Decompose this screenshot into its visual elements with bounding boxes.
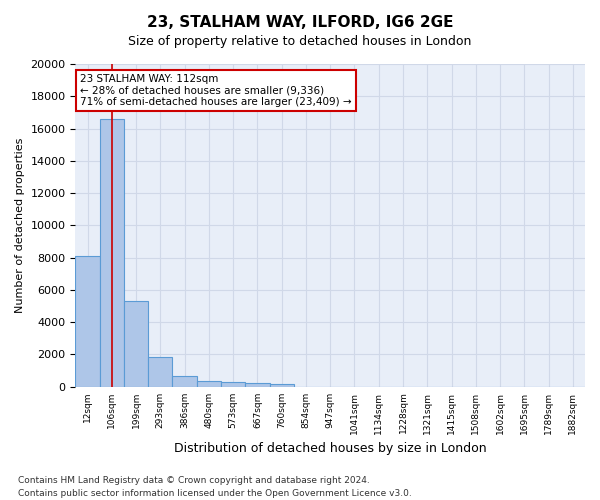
Bar	[124, 301, 148, 386]
Text: Size of property relative to detached houses in London: Size of property relative to detached ho…	[128, 35, 472, 48]
Bar	[245, 383, 269, 386]
Bar	[197, 381, 221, 386]
Bar	[269, 384, 294, 386]
Text: 23, STALHAM WAY, ILFORD, IG6 2GE: 23, STALHAM WAY, ILFORD, IG6 2GE	[147, 15, 453, 30]
Bar	[148, 357, 172, 386]
Text: Contains HM Land Registry data © Crown copyright and database right 2024.: Contains HM Land Registry data © Crown c…	[18, 476, 370, 485]
Text: 23 STALHAM WAY: 112sqm
← 28% of detached houses are smaller (9,336)
71% of semi-: 23 STALHAM WAY: 112sqm ← 28% of detached…	[80, 74, 352, 107]
Y-axis label: Number of detached properties: Number of detached properties	[15, 138, 25, 313]
Bar	[100, 119, 124, 386]
X-axis label: Distribution of detached houses by size in London: Distribution of detached houses by size …	[174, 442, 487, 455]
Bar	[221, 382, 245, 386]
Bar	[172, 376, 197, 386]
Text: Contains public sector information licensed under the Open Government Licence v3: Contains public sector information licen…	[18, 488, 412, 498]
Bar	[76, 256, 100, 386]
